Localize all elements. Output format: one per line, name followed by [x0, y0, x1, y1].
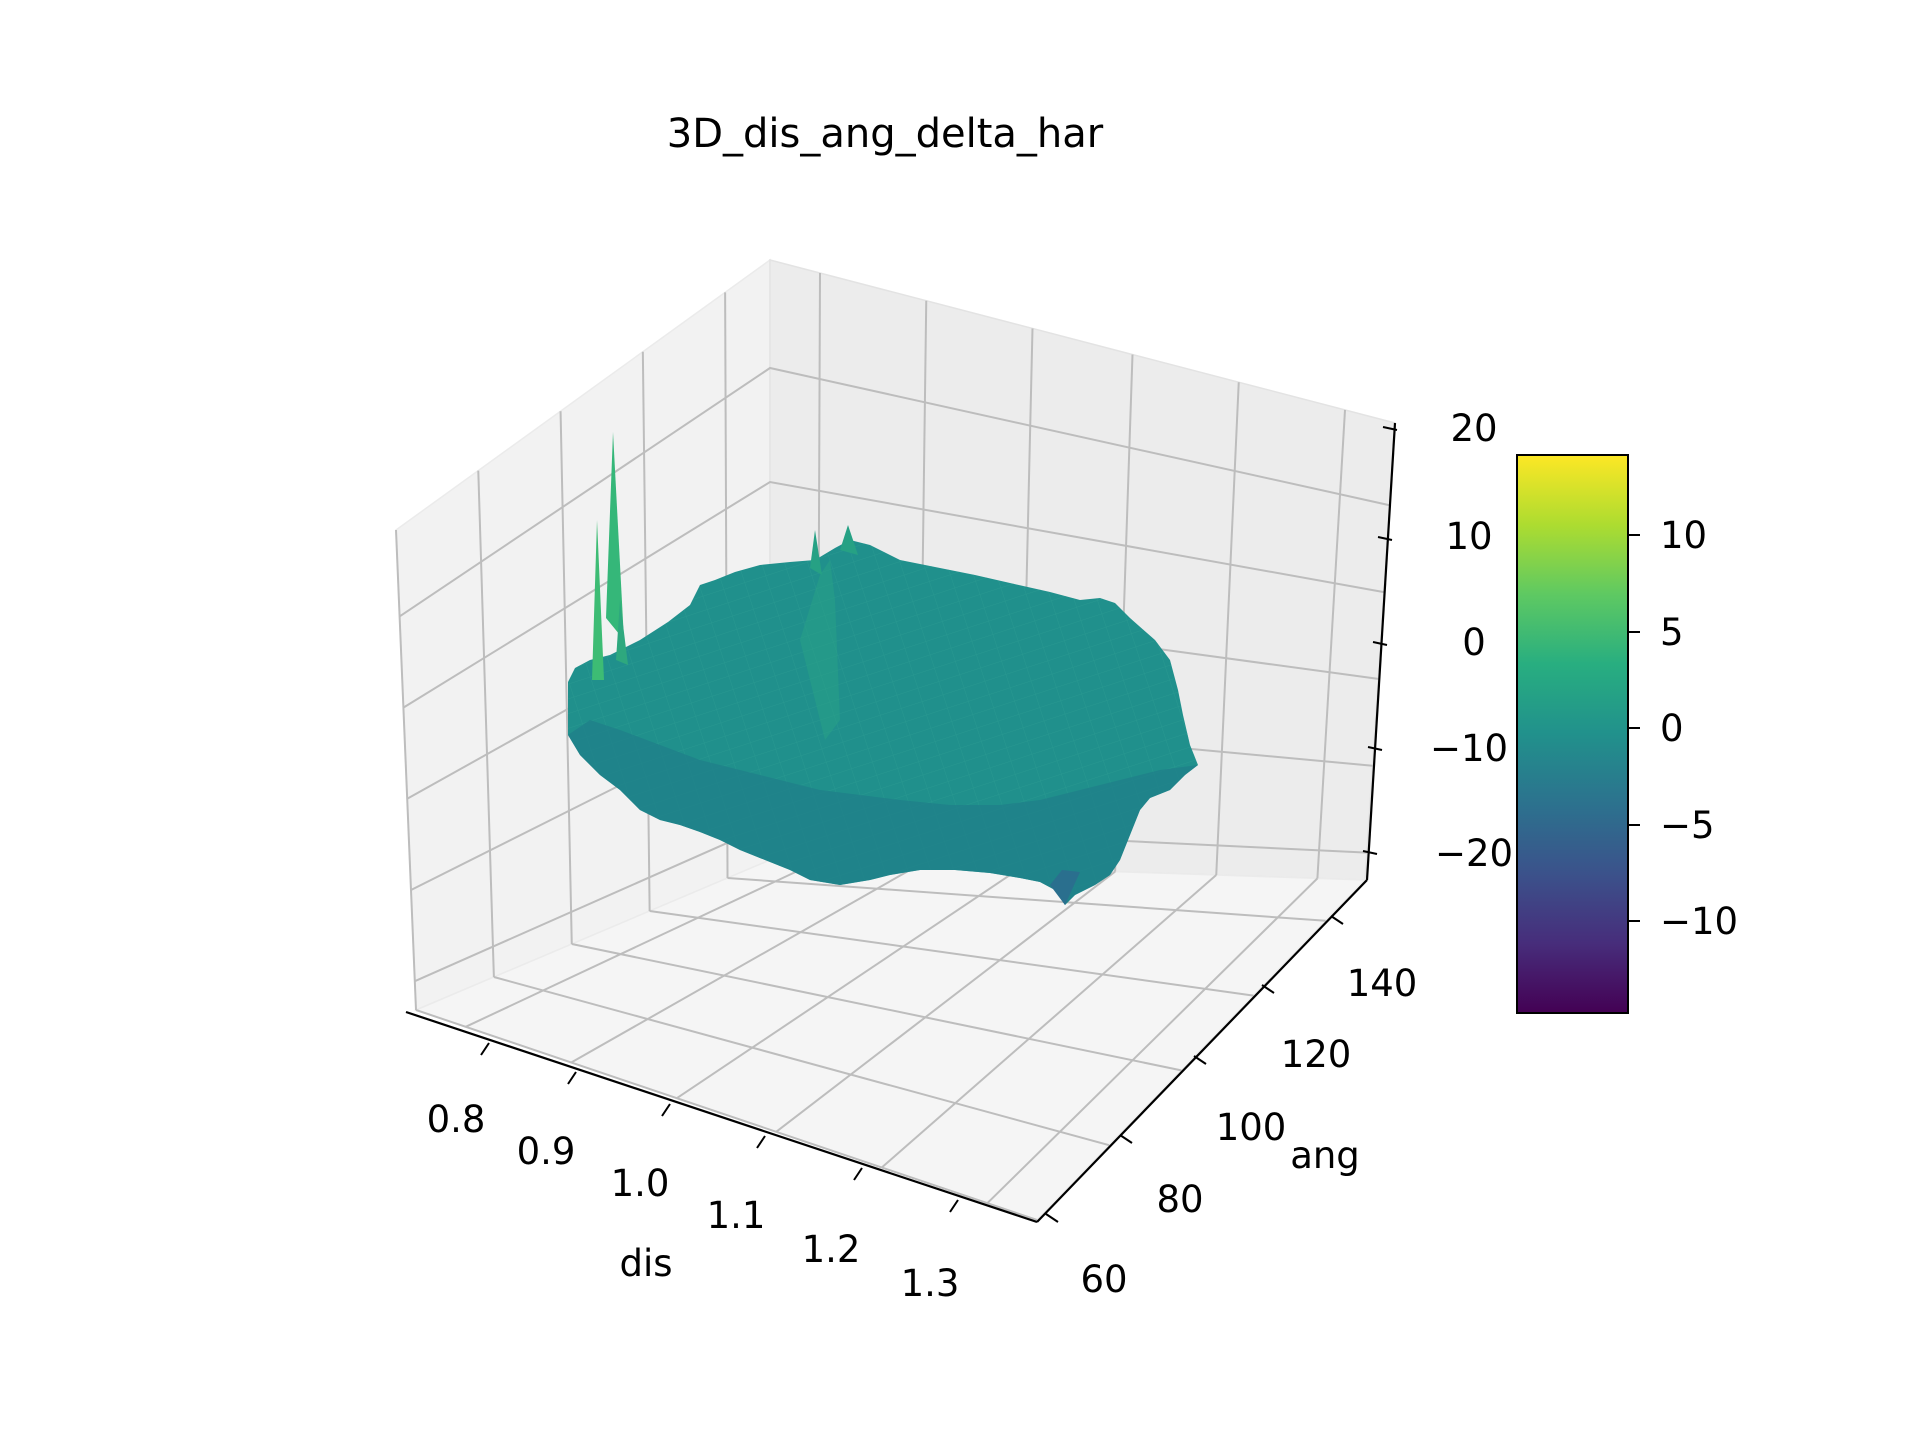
x-tick-label: 1.1 [707, 1194, 766, 1237]
grid-x-floor-1 [570, 864, 920, 1064]
grid-x-floor-4 [881, 874, 1217, 1169]
grid-y-wall-1 [477, 470, 495, 978]
surface-front-edge [568, 720, 1198, 905]
grid-z-4 [399, 366, 1390, 618]
grid-y-wall-2 [559, 411, 573, 945]
y-tick-3 [1261, 984, 1275, 994]
z-tick-label: 10 [1445, 515, 1492, 558]
x-tick-label: 1.2 [802, 1228, 861, 1271]
x-tick-4 [853, 1167, 863, 1181]
colorbar-gradient [1516, 454, 1629, 1014]
z-tick-0 [1362, 850, 1378, 855]
x-tick-1 [567, 1071, 577, 1085]
colorbar-ticks [1628, 534, 1640, 922]
colorbar-tick-label: 5 [1660, 611, 1684, 654]
y-tick-0 [1045, 1213, 1059, 1223]
z-tick-label: −10 [1430, 727, 1508, 770]
y-tick-label: 120 [1281, 1033, 1352, 1076]
axis-ticks [480, 426, 1398, 1223]
surface-bump-1 [810, 530, 822, 575]
spike-large [606, 432, 624, 640]
x-tick-label: 0.8 [427, 1098, 486, 1141]
colorbar: 10 5 0 −5 −10 [1516, 454, 1738, 1014]
surface-highlight [800, 560, 840, 740]
y-tick-label: 100 [1216, 1106, 1287, 1149]
spike-medium [592, 520, 604, 680]
z-tick-labels: −20 −10 0 10 20 [1430, 407, 1513, 875]
colorbar-tick-label: −10 [1660, 900, 1738, 943]
x-axis-label: dis [619, 1242, 672, 1285]
y-tick-4 [1330, 915, 1344, 925]
grid-y-floor-3 [649, 910, 1254, 997]
grid-x-floor-2 [676, 867, 1021, 1100]
colorbar-tick-label: 10 [1660, 514, 1707, 557]
y-axis-line [1036, 879, 1368, 1223]
surface-bump-2 [840, 525, 858, 555]
surface [568, 432, 1198, 905]
x-tick-label: 0.9 [517, 1130, 576, 1173]
colorbar-labels: 10 5 0 −5 −10 [1660, 514, 1738, 943]
colorbar-tick-label: −5 [1660, 804, 1715, 847]
grid-y-floor-1 [493, 976, 1110, 1147]
x-tick-2 [661, 1103, 671, 1117]
y-tick-label: 140 [1347, 962, 1418, 1005]
grid-z-3 [402, 480, 1385, 709]
z-tick-4 [1382, 426, 1398, 431]
z-tick-1 [1367, 746, 1383, 751]
y-axis-label: ang [1290, 1134, 1360, 1177]
z-axis-line [1365, 422, 1397, 881]
x-tick-label: 1.3 [901, 1262, 960, 1305]
grid-x-wall-4 [1215, 382, 1240, 876]
colorbar-tick-label: 0 [1660, 707, 1684, 750]
grid-y-floor-0 [415, 1009, 1038, 1221]
grid-y-wall-0 [395, 529, 417, 1011]
z-tick-label: 20 [1450, 407, 1497, 450]
grid-y-wall-3 [641, 351, 651, 912]
chart-title: 3D_dis_ang_delta_har [667, 111, 1104, 157]
grid-x-floor-3 [775, 870, 1116, 1133]
x-tick-label: 1.0 [611, 1162, 670, 1205]
grid-y-floor-2 [571, 943, 1182, 1072]
y-tick-label: 80 [1156, 1178, 1203, 1221]
z-tick-3 [1377, 536, 1393, 541]
y-tick-2 [1193, 1055, 1207, 1065]
x-axis-line [405, 1010, 1038, 1224]
z-tick-2 [1372, 641, 1388, 646]
x-tick-labels: 0.8 0.9 1.0 1.1 1.2 1.3 [427, 1098, 960, 1305]
grid-x-floor-0 [465, 860, 819, 1028]
axis-lines [405, 422, 1397, 1224]
spike-small [616, 600, 628, 665]
x-tick-0 [480, 1042, 490, 1056]
x-tick-5 [949, 1199, 959, 1213]
grid-x-floor-5 [986, 877, 1319, 1204]
y-tick-label: 60 [1080, 1258, 1127, 1301]
x-tick-3 [756, 1135, 766, 1149]
y-tick-1 [1119, 1134, 1133, 1144]
y-tick-labels: 60 80 100 120 140 [1080, 962, 1417, 1301]
surface-dip [1050, 870, 1080, 905]
z-tick-label: −20 [1435, 832, 1513, 875]
grid-y-floor-4 [727, 877, 1326, 922]
grid-x-wall-5 [1316, 409, 1346, 879]
z-tick-label: 0 [1462, 621, 1486, 664]
